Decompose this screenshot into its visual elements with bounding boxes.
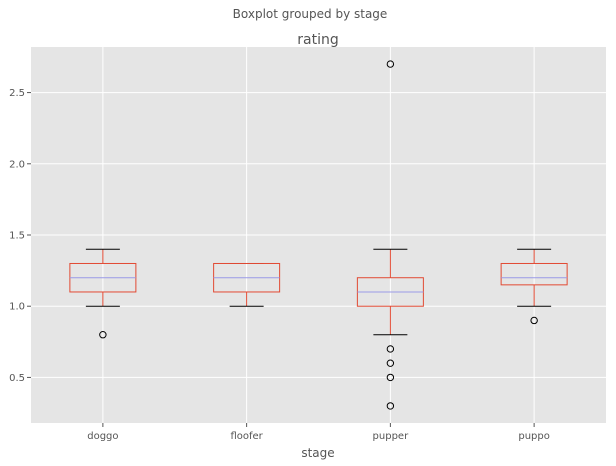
outlier-point <box>386 359 395 367</box>
outlier-point <box>386 345 395 353</box>
y-tick-label: 2.5 <box>9 88 25 99</box>
y-tick-label: 0.5 <box>9 373 25 384</box>
y-tick-label: 1.0 <box>9 302 25 313</box>
x-tick-label: puppo <box>518 431 550 442</box>
box-pupper <box>356 60 424 410</box>
x-tick-label: pupper <box>373 431 410 442</box>
outlier-point <box>99 330 107 339</box>
outlier-point <box>386 373 395 382</box>
outlier-point <box>386 60 395 68</box>
chart-title: rating <box>297 32 338 48</box>
chart-suptitle: Boxplot grouped by stage <box>233 7 388 21</box>
y-tick-label: 2.0 <box>9 159 25 170</box>
box-puppo <box>500 248 568 325</box>
x-tick-label: doggo <box>87 431 118 442</box>
x-axis-label: stage <box>301 446 334 460</box>
box-doggo <box>69 248 137 339</box>
outlier-point <box>386 402 395 410</box>
x-axis-ticks: doggo floofer pupper puppo <box>87 423 550 442</box>
outlier-point <box>530 316 538 325</box>
x-tick-label: floofer <box>230 431 263 442</box>
y-axis-ticks: 0.5 1.0 1.5 2.0 2.5 <box>9 88 31 384</box>
grid-lines <box>31 47 606 423</box>
box-floofer <box>213 262 281 307</box>
box-series <box>69 60 568 410</box>
y-tick-label: 1.5 <box>9 231 25 242</box>
iqr-box <box>500 262 568 286</box>
